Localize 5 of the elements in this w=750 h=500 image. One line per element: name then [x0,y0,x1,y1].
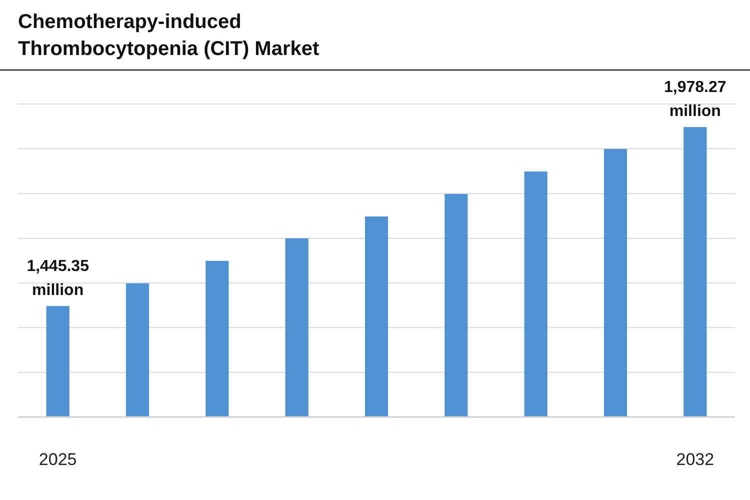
chart-title: Chemotherapy-induced Thrombocytopenia (CIT) Market [18,11,320,60]
x-tick-label: 2025 [38,450,77,470]
x-tick-label: 2032 [676,450,714,470]
data-label: 1,445.35 million [26,258,90,300]
data-label: 1,978.27 million [664,79,726,120]
